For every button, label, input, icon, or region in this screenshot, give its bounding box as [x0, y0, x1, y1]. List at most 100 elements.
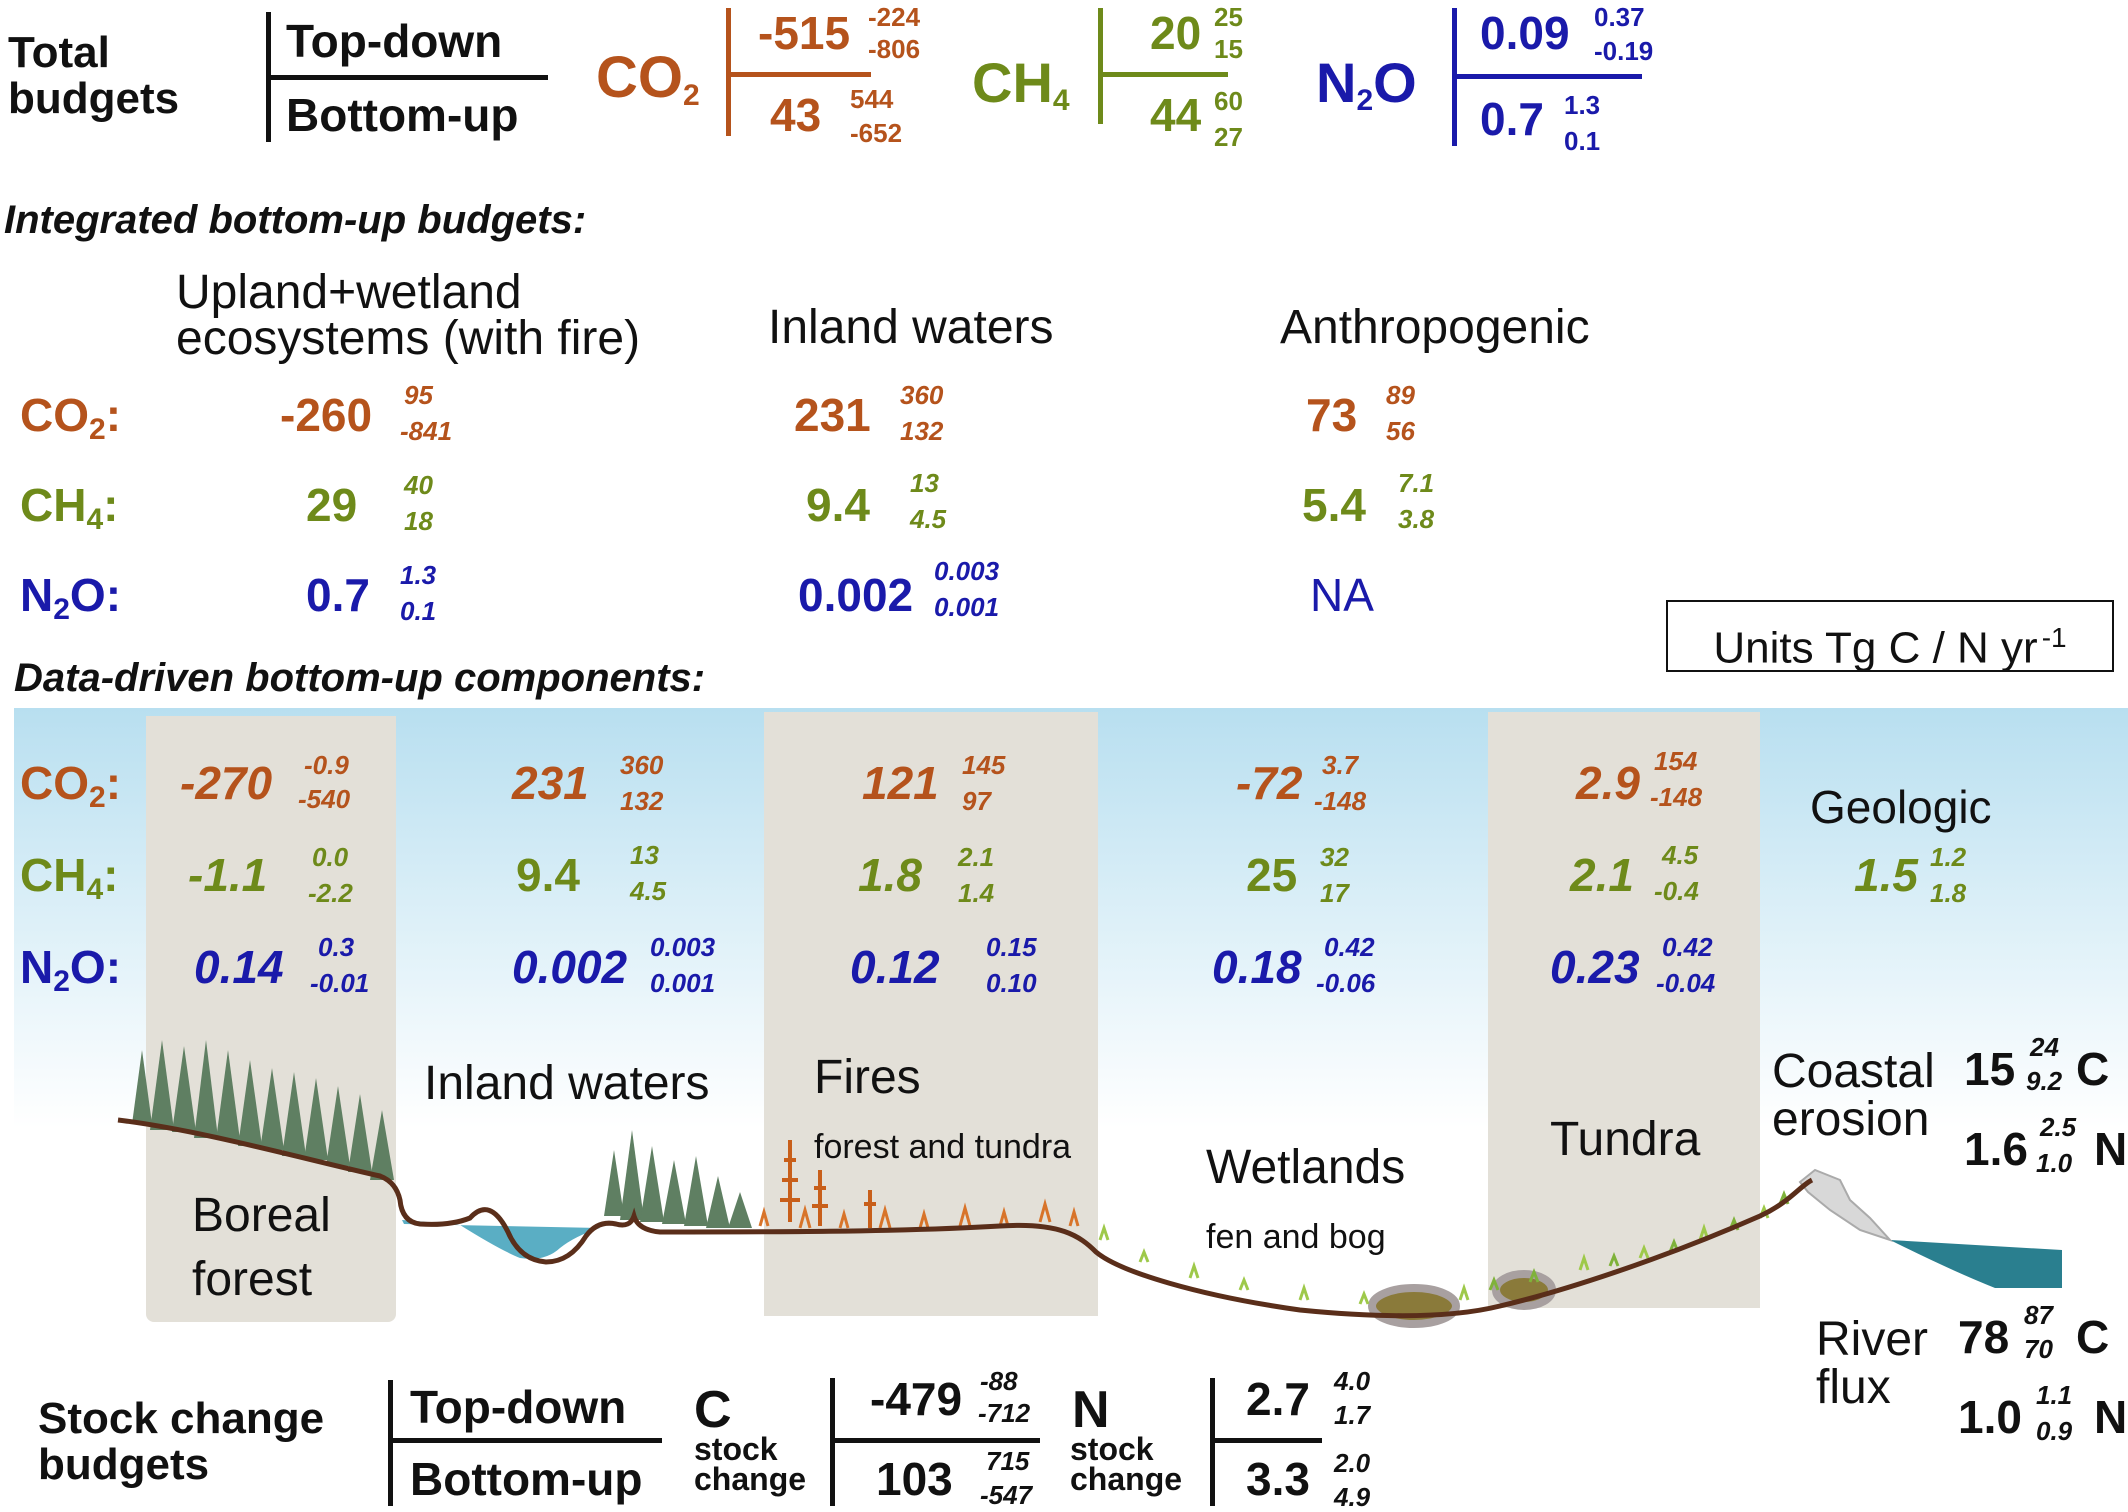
integrated-co2-c1-value: -260	[280, 389, 373, 441]
total-ch4-gas-sub: 4	[1052, 84, 1070, 117]
geologic-ch4-lo: 1.8	[1930, 878, 1967, 908]
total-budgets-label-line1: Total	[8, 28, 110, 77]
stock-divider-horizontal	[388, 1438, 662, 1443]
stock-topdown-label: Top-down	[410, 1381, 627, 1433]
comp-tundra-ch4-lo: -0.4	[1654, 876, 1699, 906]
total-n2o-gas-sub: 2	[1356, 84, 1374, 117]
integrated-col1-header-line2: ecosystems (with fire)	[176, 312, 641, 365]
stock-change-label-line1: Stock change	[38, 1394, 325, 1443]
river-c-unit: C	[2076, 1311, 2110, 1363]
band-boreal-forest	[146, 716, 396, 1322]
stock-c-label: C	[694, 1381, 732, 1439]
comp-fires-co2-hi: 145	[962, 750, 1006, 780]
river-flux-label-line1: River	[1816, 1313, 1929, 1366]
integrated-co2-sub: 2	[89, 413, 106, 446]
integrated-ch4-c3-value: 5.4	[1302, 479, 1366, 531]
components-n2o-o: O:	[69, 941, 122, 993]
total-divider-horizontal	[266, 75, 548, 80]
comp-fires-n2o-hi: 0.15	[986, 932, 1037, 962]
stock-n-divider-horizontal	[1210, 1438, 1322, 1443]
integrated-n2o-label: N2O:	[20, 568, 121, 627]
integrated-ch4-sub: 4	[86, 503, 104, 536]
comp-inland-co2-lo: 132	[620, 786, 664, 816]
coastal-erosion-label-line1: Coastal	[1772, 1045, 1935, 1098]
comp-boreal-n2o-hi: 0.3	[318, 932, 355, 962]
total-topdown-label: Top-down	[286, 15, 503, 67]
units-box: Units Tg C / N yr -1	[1666, 600, 2114, 673]
comp-inland-ch4-value: 9.4	[516, 849, 580, 901]
integrated-ch4-label: CH4:	[20, 478, 118, 537]
integrated-co2-c2-value: 231	[794, 389, 871, 441]
comp-wetlands-n2o-value: 0.18	[1212, 941, 1302, 993]
comp-inland-n2o-hi: 0.003	[650, 932, 716, 962]
total-ch4-divider-horizontal	[1098, 72, 1228, 77]
river-n-lo: 0.9	[2036, 1416, 2073, 1446]
comp-fires-ch4-lo: 1.4	[958, 878, 995, 908]
river-n-value: 1.0	[1958, 1391, 2022, 1443]
comp-boreal-n2o-value: 0.14	[194, 941, 284, 993]
integrated-co2-c3-value: 73	[1306, 389, 1358, 441]
total-ch4-topdown: 20	[1150, 7, 1202, 59]
integrated-co2-c2-lo: 132	[900, 416, 944, 446]
comp-tundra-co2-lo: -148	[1650, 782, 1703, 812]
wetland-grass	[1098, 1203, 1770, 1305]
comp-boreal-ch4-lo: -2.2	[308, 878, 353, 908]
components-n2o-sub: 2	[53, 965, 70, 998]
total-n2o-gas: N2O	[1316, 50, 1417, 118]
total-ch4-gas: CH4	[972, 50, 1070, 118]
components-ch4-sub: 4	[86, 873, 104, 906]
river-c-hi: 87	[2024, 1300, 2053, 1330]
comp-wetlands-n2o-lo: -0.06	[1316, 968, 1376, 998]
stock-n-topdown-lo: 1.7	[1334, 1400, 1371, 1430]
boreal-forest-label: Boreal forest	[192, 1184, 331, 1312]
stock-c-bottomup: 103	[876, 1453, 953, 1505]
fire-grass	[758, 1198, 1080, 1229]
comp-boreal-ch4-value: -1.1	[188, 849, 268, 901]
comp-wetlands-ch4-hi: 32	[1320, 842, 1349, 872]
ground-line	[117, 1117, 1814, 1319]
comp-wetlands-ch4-lo: 17	[1320, 878, 1349, 908]
tundra-label: Tundra	[1550, 1113, 1701, 1166]
comp-wetlands-n2o-hi: 0.42	[1324, 932, 1375, 962]
stock-n-sublabel: stock change	[1070, 1433, 1182, 1495]
total-ch4-gas-name: CH	[972, 51, 1053, 114]
comp-inland-co2-value: 231	[512, 757, 589, 809]
comp-tundra-ch4-value: 2.1	[1570, 849, 1634, 901]
boreal-forest-label-line2: forest	[192, 1253, 313, 1306]
inland-bank-trees	[604, 1130, 752, 1228]
components-ch4-gas: CH	[20, 849, 87, 901]
stock-bottomup-label: Bottom-up	[410, 1453, 643, 1505]
comp-wetlands-co2-value: -72	[1236, 757, 1303, 809]
comp-inland-ch4-lo: 4.5	[630, 876, 667, 906]
boreal-forest-label-line1: Boreal	[192, 1189, 331, 1242]
stock-c-topdown-hi: -88	[980, 1366, 1018, 1396]
components-ch4-label: CH4:	[20, 848, 118, 907]
comp-fires-co2-lo: 97	[962, 786, 991, 816]
coastal-erosion-label-line2: erosion	[1772, 1093, 1930, 1146]
components-ch4-colon: :	[103, 849, 119, 901]
geologic-label: Geologic	[1810, 781, 1992, 833]
river-c-value: 78	[1958, 1311, 2010, 1363]
landscape-illustration	[117, 1040, 2062, 1328]
total-co2-topdown-hi: -224	[868, 2, 921, 32]
comp-tundra-co2-value: 2.9	[1576, 757, 1640, 809]
total-co2-gas-name: CO	[596, 45, 683, 110]
river-n-unit: N	[2094, 1391, 2128, 1443]
comp-tundra-ch4-hi: 4.5	[1662, 840, 1699, 870]
integrated-ch4-c1-hi: 40	[404, 470, 433, 500]
integrated-n2o-c3-na: NA	[1310, 569, 1374, 621]
inland-lake	[402, 1220, 600, 1259]
integrated-ch4-c1-value: 29	[306, 479, 358, 531]
inland-waters-label: Inland waters	[424, 1057, 710, 1110]
total-co2-bottomup-hi: 544	[850, 84, 894, 114]
total-co2-bottomup-lo: -652	[850, 118, 903, 148]
integrated-n2o-gas: N	[20, 569, 54, 621]
comp-boreal-co2-hi: -0.9	[304, 750, 349, 780]
integrated-co2-c2-hi: 360	[900, 380, 944, 410]
comp-tundra-n2o-hi: 0.42	[1662, 932, 1713, 962]
comp-boreal-co2-lo: -540	[298, 784, 351, 814]
coastal-n-lo: 1.0	[2036, 1148, 2073, 1178]
integrated-ch4-gas: CH	[20, 479, 87, 531]
comp-inland-n2o-lo: 0.001	[650, 968, 716, 998]
river-n-hi: 1.1	[2036, 1380, 2073, 1410]
